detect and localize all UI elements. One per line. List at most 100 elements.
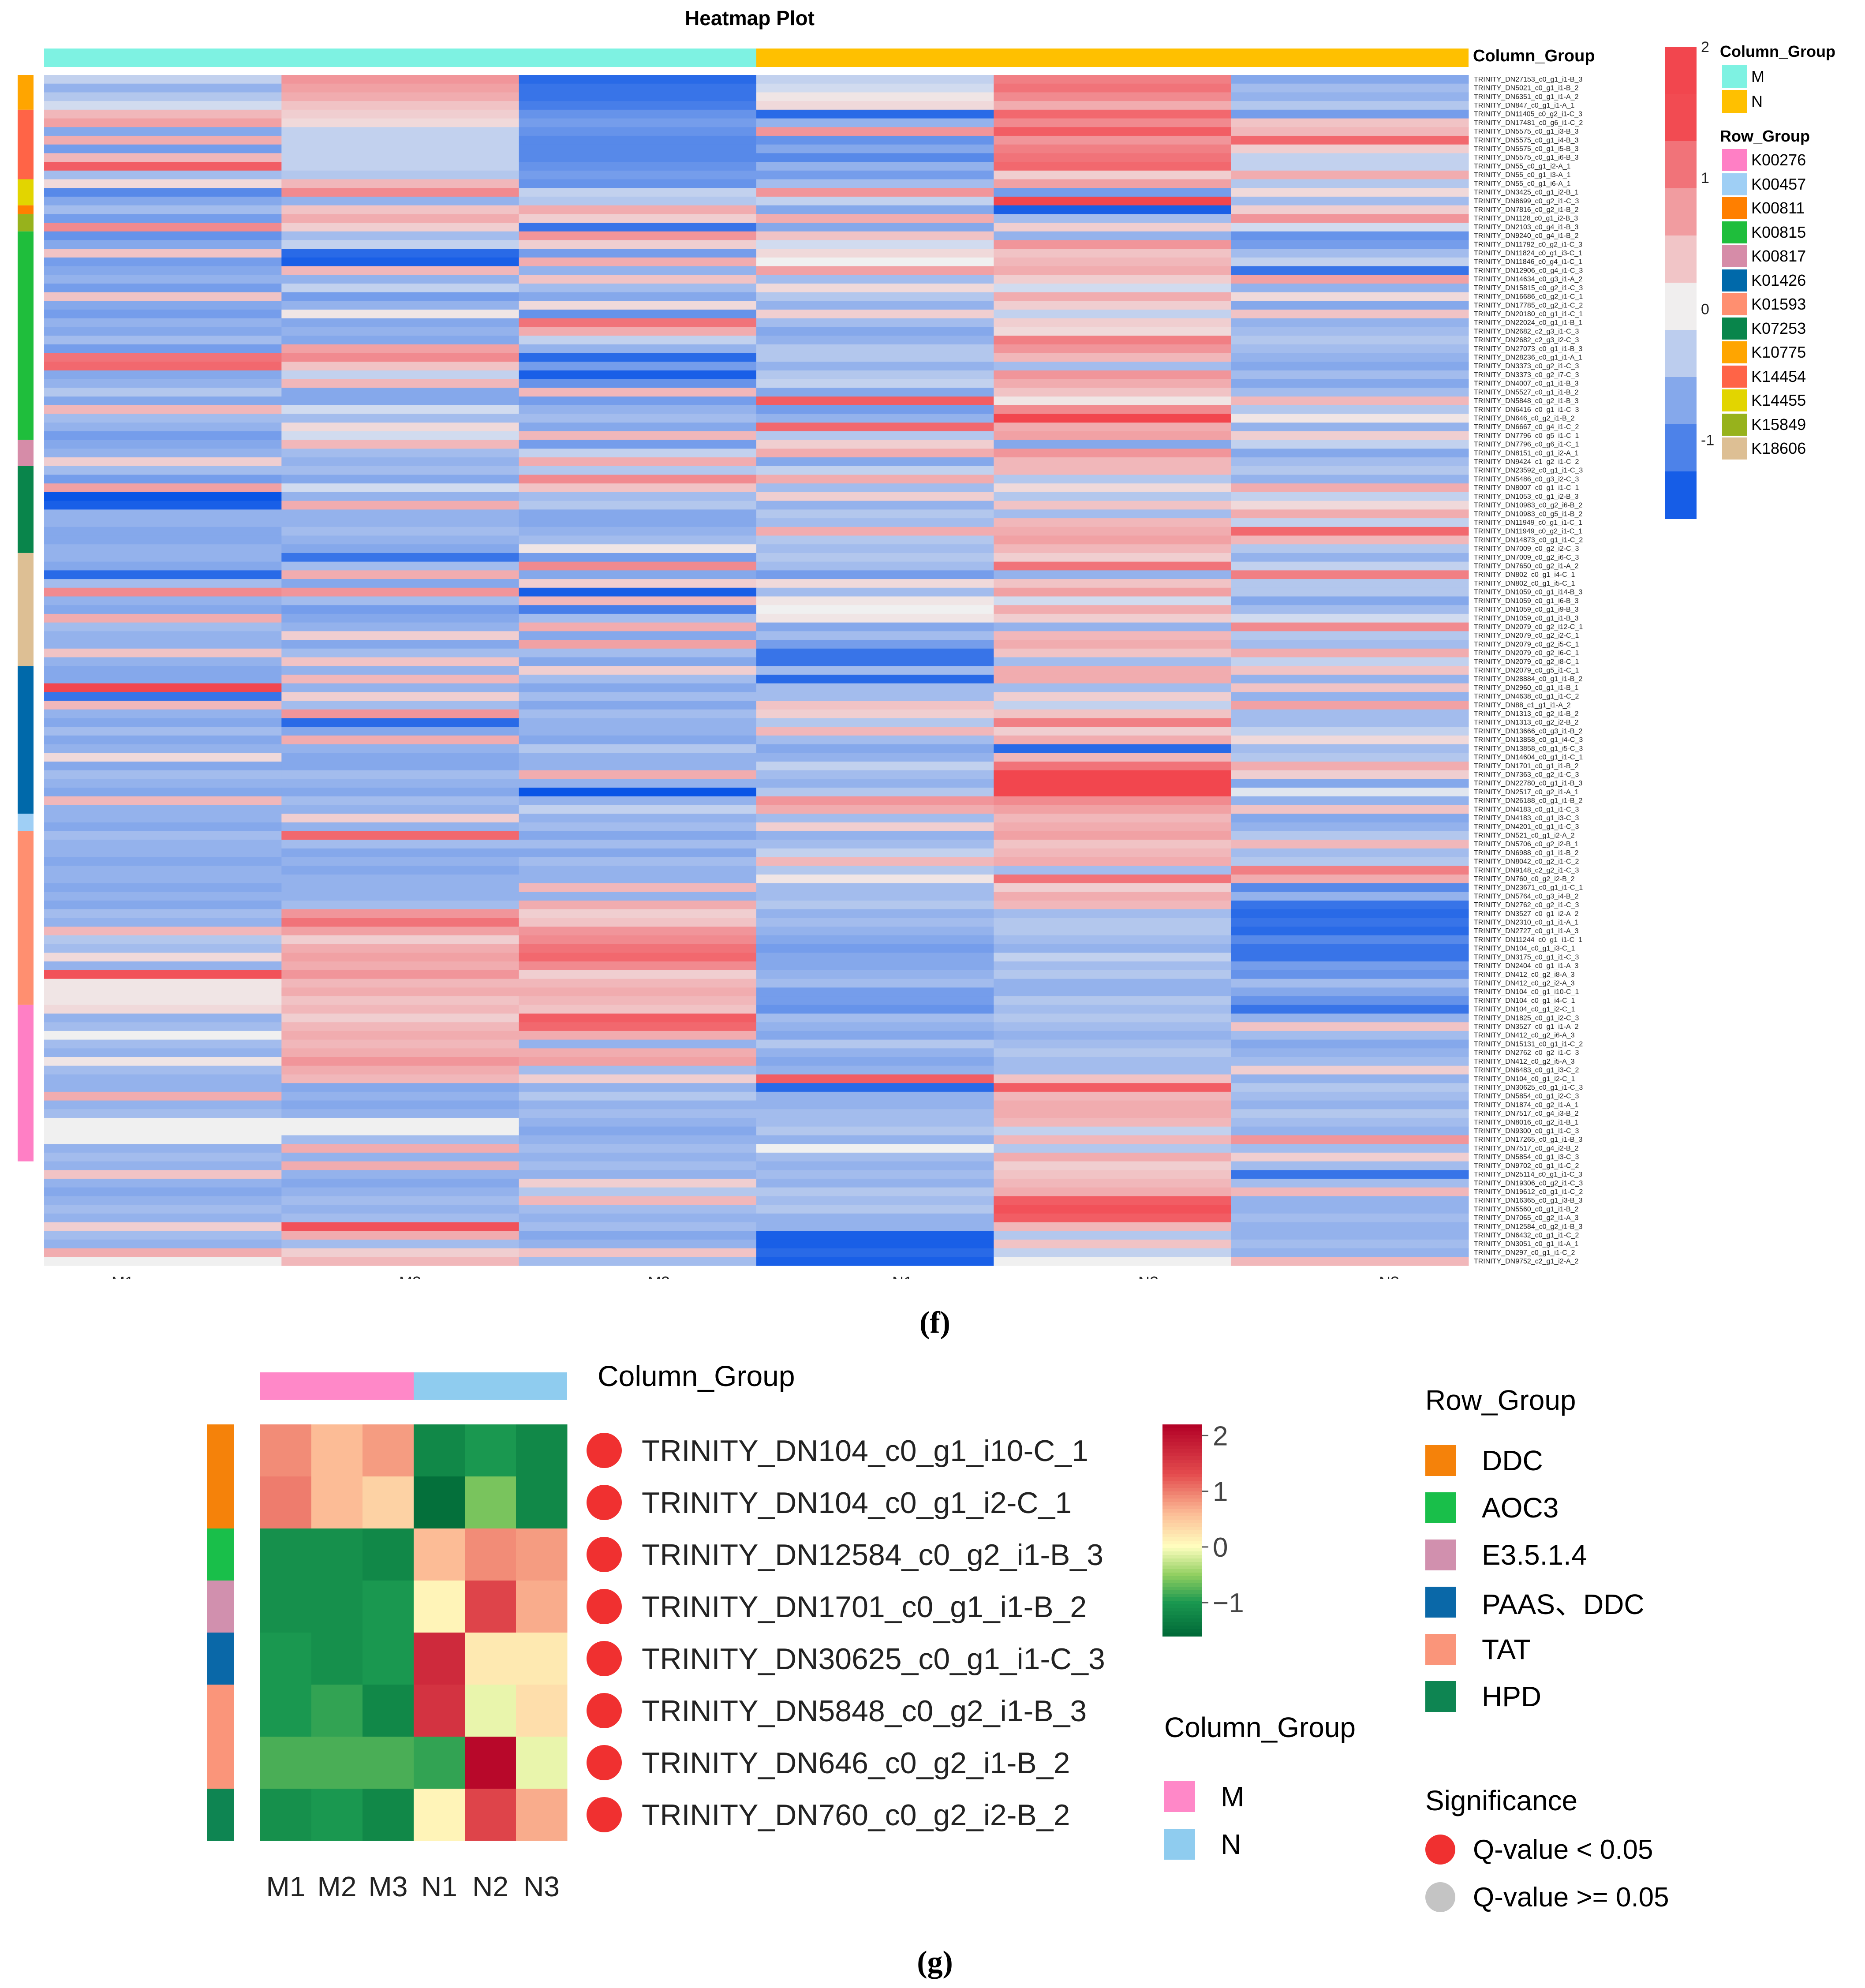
heatmap-cell — [756, 553, 994, 562]
heatmap-cell — [994, 483, 1232, 493]
row-label: TRINITY_DN7363_c0_g2_i1-C_3 — [1474, 771, 1579, 778]
heatmap-cell — [1231, 1065, 1469, 1075]
heatmap-cell — [1231, 1205, 1469, 1214]
heatmap-cell — [44, 866, 282, 875]
heatmap-cell — [1231, 631, 1469, 640]
heatmap-cell — [519, 257, 757, 267]
heatmap-cell — [1231, 240, 1469, 249]
color-scale-step — [1162, 1608, 1202, 1612]
heatmap-cell — [994, 970, 1232, 979]
row-group-bar-K01593 — [18, 831, 34, 1005]
heatmap-cell — [44, 927, 282, 936]
heatmap-cell — [44, 275, 282, 284]
heatmap-cell — [281, 501, 520, 510]
heatmap-cell — [44, 475, 282, 484]
heatmap-g-legend-row-groups: DDC AOC3 E3.5.1.4 PAAS、DDC TAT HPD — [1425, 1437, 1644, 1720]
row-label: TRINITY_DN412_c0_g2_i2-A_3 — [1474, 979, 1575, 987]
row-label: TRINITY_DN14873_c0_g1_i1-C_2 — [1474, 536, 1583, 544]
heatmap-cell — [519, 874, 757, 884]
color-scale-step — [1162, 1580, 1202, 1584]
heatmap-cell — [756, 953, 994, 962]
heatmap-cell — [1231, 866, 1469, 875]
heatmap-cell — [756, 961, 994, 971]
heatmap-cell — [994, 700, 1232, 710]
heatmap-cell — [281, 805, 520, 814]
color-scale-step — [1162, 1431, 1202, 1435]
row-label: TRINITY_DN5575_c0_g1_i3-B_3 — [1474, 128, 1579, 135]
heatmap-cell — [44, 379, 282, 388]
heatmap-cell — [281, 753, 520, 762]
legend-item: K18606 — [1722, 437, 1806, 461]
heatmap-cell — [519, 831, 757, 840]
heatmap-cell — [994, 944, 1232, 953]
color-scale-step — [1162, 1622, 1202, 1626]
heatmap-cell — [44, 770, 282, 779]
heatmap-cell — [519, 448, 757, 458]
heatmap-cell — [756, 249, 994, 258]
heatmap-cell — [281, 1144, 520, 1153]
heatmap-cell — [519, 249, 757, 258]
heatmap-cell — [994, 388, 1232, 397]
heatmap-cell — [756, 918, 994, 927]
heatmap-cell — [756, 622, 994, 632]
color-scale-step — [1162, 1604, 1202, 1608]
heatmap-cell — [756, 205, 994, 214]
color-scale-step — [1162, 1495, 1202, 1499]
heatmap-cell — [44, 796, 282, 805]
heatmap-cell — [1231, 353, 1469, 362]
row-label: TRINITY_DN9300_c0_g1_i1-C_3 — [1474, 1128, 1579, 1135]
legend-label: K00457 — [1751, 175, 1806, 193]
row-label: TRINITY_DN55_c0_g1_i2-A_1 — [1474, 163, 1571, 170]
heatmap-cell — [519, 805, 757, 814]
heatmap-cell — [281, 422, 520, 432]
row-label: TRINITY_DN19306_c0_g2_i1-C_3 — [1474, 1180, 1583, 1187]
heatmap-cell — [756, 101, 994, 110]
heatmap-cell — [414, 1476, 465, 1529]
color-scale-step — [1665, 235, 1697, 283]
heatmap-cell — [519, 188, 757, 197]
heatmap-cell — [44, 1144, 282, 1153]
color-scale-step — [1162, 1470, 1202, 1474]
heatmap-cell — [414, 1581, 465, 1633]
heatmap-cell — [994, 370, 1232, 380]
heatmap-cell — [414, 1633, 465, 1685]
heatmap-cell — [756, 483, 994, 493]
column-label: M2 — [318, 1871, 357, 1902]
heatmap-cell — [756, 753, 994, 762]
row-label: TRINITY_DN12906_c0_g4_i1-C_3 — [1474, 267, 1583, 274]
heatmap-cell — [994, 362, 1232, 371]
heatmap-cell — [1231, 440, 1469, 449]
heatmap-cell — [1231, 75, 1469, 84]
heatmap-cell — [1231, 674, 1469, 684]
heatmap-cell — [44, 1039, 282, 1049]
heatmap-cell — [756, 1100, 994, 1110]
row-label: TRINITY_DN12584_c0_g2_i1-B_3 — [1474, 1223, 1582, 1230]
color-scale-step — [1162, 1488, 1202, 1492]
legend-swatch — [1722, 437, 1747, 460]
color-scale-step — [1162, 1551, 1202, 1555]
heatmap-cell — [994, 605, 1232, 614]
heatmap-cell — [994, 901, 1232, 910]
heatmap-cell — [756, 405, 994, 415]
heatmap-cell — [519, 457, 757, 467]
heatmap-cell — [994, 75, 1232, 84]
legend-label: TAT — [1482, 1633, 1531, 1665]
heatmap-cell — [1231, 944, 1469, 953]
row-label: TRINITY_DN4201_c0_g1_i1-C_3 — [1474, 823, 1579, 831]
heatmap-cell — [281, 1005, 520, 1014]
heatmap-cell — [281, 1231, 520, 1240]
heatmap-cell — [519, 414, 757, 423]
legend-label: K00811 — [1751, 199, 1805, 217]
heatmap-cell — [994, 257, 1232, 267]
row-label: TRINITY_DN760_c0_g2_i2-B_2 — [1474, 875, 1575, 883]
heatmap-cell — [519, 440, 757, 449]
color-scale-step — [1162, 1456, 1202, 1460]
row-label: TRINITY_DN104_c0_g1_i2-C_1 — [642, 1486, 1072, 1520]
heatmap-cell — [994, 1100, 1232, 1110]
row-label: TRINITY_DN2079_c0_g2_i8-C_1 — [1474, 658, 1579, 665]
heatmap-cell — [994, 1231, 1232, 1240]
heatmap-cell — [363, 1528, 414, 1581]
heatmap-cell — [519, 866, 757, 875]
heatmap-cell — [44, 440, 282, 449]
row-label: TRINITY_DN4638_c0_g1_i1-C_2 — [1474, 693, 1579, 700]
